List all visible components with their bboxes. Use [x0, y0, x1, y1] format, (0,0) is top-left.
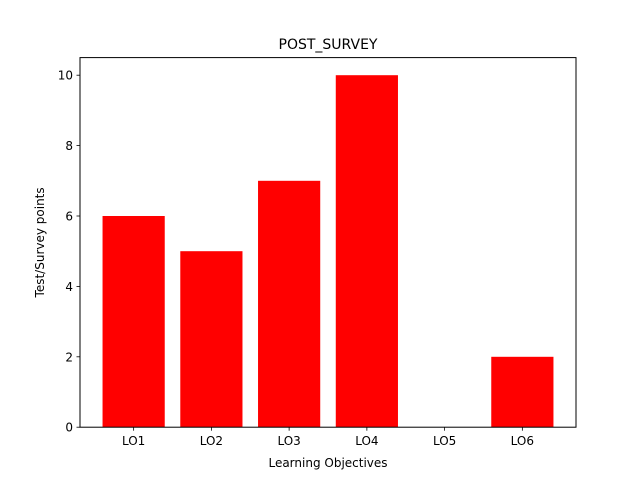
y-tick-label: 4 — [65, 280, 73, 294]
bar-lo6 — [491, 356, 554, 428]
y-tick-label: 2 — [65, 350, 73, 364]
x-tick-label: LO6 — [511, 434, 534, 448]
y-axis-label: Test/Survey points — [33, 187, 47, 298]
bars-layer — [102, 75, 554, 428]
chart-title: POST_SURVEY — [279, 37, 378, 53]
y-axis-ticks: 0 2 4 6 8 10 — [58, 69, 80, 435]
x-axis-ticks: LO1 LO2 LO3 LO4 LO5 LO6 — [122, 427, 534, 448]
x-tick-label: LO2 — [200, 434, 223, 448]
y-tick-label: 0 — [65, 421, 73, 435]
bar-lo3 — [258, 180, 321, 428]
y-tick-label: 10 — [58, 69, 73, 83]
bar-lo4 — [335, 75, 398, 428]
x-tick-label: LO5 — [433, 434, 456, 448]
x-tick-label: LO4 — [355, 434, 378, 448]
y-tick-label: 6 — [65, 210, 73, 224]
y-tick-label: 8 — [65, 139, 73, 153]
bar-lo1 — [102, 216, 165, 428]
x-tick-label: LO3 — [277, 434, 300, 448]
x-axis-label: Learning Objectives — [268, 456, 387, 470]
plot-frame — [79, 57, 577, 428]
bar-lo2 — [180, 251, 243, 428]
x-tick-label: LO1 — [122, 434, 145, 448]
